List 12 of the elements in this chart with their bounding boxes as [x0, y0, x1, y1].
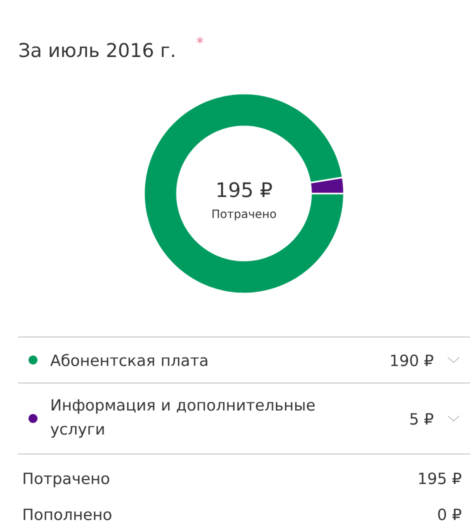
- text: 195 ₽: [419, 472, 462, 484]
- data-label: 190 ₽: [391, 354, 434, 366]
- text: Потрачено: [212, 210, 276, 220]
- chart-title: За июль 2016 г.: [19, 42, 174, 58]
- text: Пополнено: [24, 508, 112, 520]
- data-label: 5 ₽: [410, 413, 434, 425]
- legend-label: Абонентская плата: [50, 354, 208, 366]
- text: Потрачено: [24, 472, 110, 488]
- text: 195 ₽: [218, 182, 272, 198]
- text: 0 ₽: [438, 508, 462, 520]
- text: *: [196, 36, 204, 44]
- legend-label: Информация и дополнительные услуги: [50, 399, 315, 438]
